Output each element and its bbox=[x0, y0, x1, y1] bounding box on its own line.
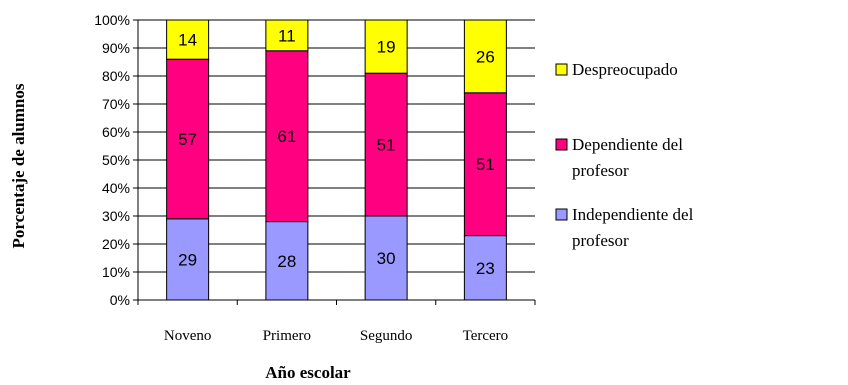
x-tick-labels: Noveno Primero Segundo Tercero bbox=[164, 328, 508, 344]
bar-segment bbox=[463, 235, 507, 301]
data-labels: 29 57 14 28 61 11 30 51 19 23 51 26 bbox=[178, 26, 495, 277]
y-tick-label: 60% bbox=[102, 124, 130, 140]
y-tick-label: 70% bbox=[102, 96, 130, 112]
data-label: 23 bbox=[476, 259, 495, 278]
bar-segment bbox=[463, 19, 507, 94]
y-tick-label: 10% bbox=[102, 264, 130, 280]
x-tick-label: Primero bbox=[263, 328, 311, 344]
data-label: 30 bbox=[377, 249, 396, 268]
x-tick-label: Tercero bbox=[463, 328, 509, 344]
y-tick-label: 40% bbox=[102, 180, 130, 196]
data-label: 29 bbox=[178, 250, 197, 269]
bar-segment bbox=[463, 92, 507, 237]
data-label: 14 bbox=[178, 31, 197, 50]
y-tick-labels: 0% 10% 20% 30% 40% 50% 60% 70% 80% 90% 100% bbox=[94, 12, 130, 308]
data-label: 61 bbox=[277, 127, 296, 146]
y-tick-label: 20% bbox=[102, 236, 130, 252]
y-tick-label: 0% bbox=[110, 292, 130, 308]
legend-swatch bbox=[555, 138, 568, 151]
x-axis-title: Año escolar bbox=[265, 363, 351, 382]
y-tick-label: 80% bbox=[102, 68, 130, 84]
legend-swatch bbox=[555, 208, 568, 221]
x-tick-label: Segundo bbox=[360, 328, 413, 344]
legend-item: Despreocupado bbox=[555, 60, 678, 79]
legend-item: Independiente del profesor bbox=[555, 205, 694, 250]
data-label: 19 bbox=[377, 38, 396, 57]
axes bbox=[133, 19, 536, 305]
y-tick-label: 100% bbox=[94, 12, 130, 28]
legend-label: profesor bbox=[572, 231, 629, 250]
data-label: 51 bbox=[476, 155, 495, 174]
bar-segment bbox=[166, 19, 210, 60]
bar-segment bbox=[364, 19, 408, 74]
x-tick-label: Noveno bbox=[164, 328, 212, 344]
bar-segment bbox=[364, 72, 408, 217]
bar-segment bbox=[265, 221, 309, 301]
legend-item: Dependiente del profesor bbox=[555, 135, 683, 180]
bar-segment bbox=[166, 58, 210, 220]
bar-segment bbox=[265, 50, 309, 223]
bar-segment bbox=[364, 215, 408, 301]
data-label: 28 bbox=[277, 252, 296, 271]
y-axis-title: Porcentaje de alumnos bbox=[9, 83, 28, 248]
legend-label: Despreocupado bbox=[572, 60, 678, 79]
data-label: 26 bbox=[476, 47, 495, 66]
legend-label: Independiente del bbox=[572, 205, 694, 224]
legend-swatch bbox=[555, 63, 568, 76]
data-label: 51 bbox=[377, 136, 396, 155]
bar-segment bbox=[265, 19, 309, 52]
legend-label: profesor bbox=[572, 161, 629, 180]
y-tick-label: 90% bbox=[102, 40, 130, 56]
bars bbox=[166, 19, 507, 301]
legend-label: Dependiente del bbox=[572, 135, 683, 154]
y-tick-label: 30% bbox=[102, 208, 130, 224]
y-tick-label: 50% bbox=[102, 152, 130, 168]
data-label: 57 bbox=[178, 130, 197, 149]
data-label: 11 bbox=[278, 26, 296, 45]
